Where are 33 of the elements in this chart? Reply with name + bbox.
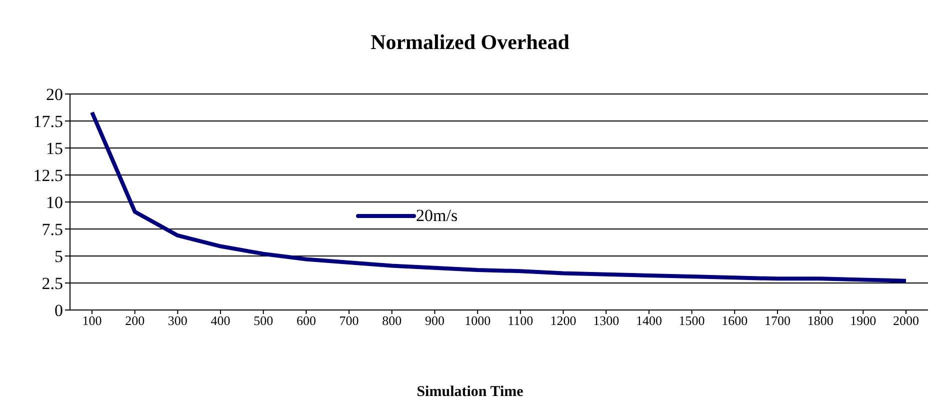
x-tick-label: 100 bbox=[82, 313, 102, 328]
x-tick-label: 300 bbox=[168, 313, 188, 328]
line-series bbox=[90, 110, 908, 283]
x-axis-title: Simulation Time bbox=[416, 384, 524, 401]
y-tick-label: 15 bbox=[46, 139, 63, 158]
y-tick-label: 5 bbox=[54, 247, 63, 266]
x-tick-label: 1000 bbox=[464, 313, 491, 328]
chart-title: Normalized Overhead bbox=[370, 30, 570, 55]
x-tick-label: 1100 bbox=[508, 313, 534, 328]
x-tick-label: 1800 bbox=[807, 313, 834, 328]
x-tick-label: 400 bbox=[210, 313, 230, 328]
x-tick-label: 900 bbox=[424, 313, 444, 328]
x-tick-label: 1300 bbox=[593, 313, 620, 328]
x-tick-label: 500 bbox=[254, 313, 274, 328]
x-tick-label: 1700 bbox=[764, 313, 790, 328]
y-tick-label: 20 bbox=[46, 85, 63, 104]
y-tick-label: 2.5 bbox=[42, 274, 63, 294]
y-tick-label: 12.5 bbox=[33, 166, 63, 186]
y-tick-label: 7.5 bbox=[42, 220, 63, 240]
x-tick-label: 200 bbox=[125, 313, 145, 328]
x-tick-label: 1200 bbox=[550, 313, 576, 328]
x-tick-label: 600 bbox=[296, 313, 316, 328]
x-tick-label: 700 bbox=[339, 313, 359, 328]
x-tick-label: 1600 bbox=[722, 313, 748, 328]
x-tick-label: 1900 bbox=[850, 313, 876, 328]
x-tick-label: 800 bbox=[382, 313, 402, 328]
y-tick-label: 10 bbox=[46, 193, 63, 212]
x-tick-label: 1500 bbox=[678, 313, 705, 328]
x-tick-label: 2000 bbox=[893, 313, 919, 328]
legend-label: 20m/s bbox=[416, 206, 458, 226]
y-tick-label: 17.5 bbox=[33, 112, 63, 132]
x-tick-label: 1400 bbox=[636, 313, 662, 328]
y-tick-label: 0 bbox=[54, 301, 63, 320]
